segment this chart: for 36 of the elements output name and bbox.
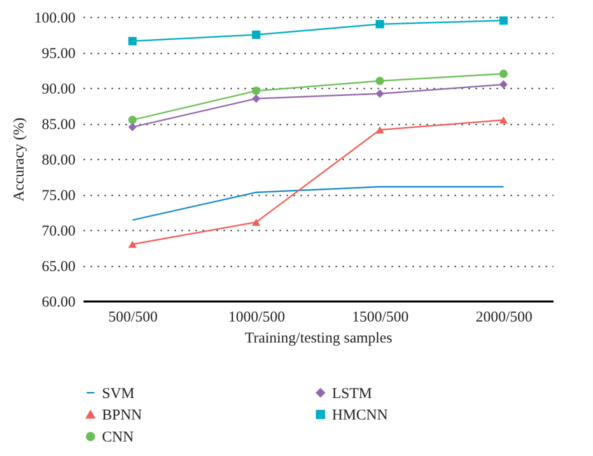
y-tick-label: 90.00 [42, 82, 76, 98]
point [499, 116, 508, 124]
point [128, 240, 137, 248]
y-tick-label: 100.00 [34, 10, 76, 26]
y-tick-label: 75.00 [42, 188, 76, 204]
y-tick-label: 60.00 [42, 294, 76, 310]
point [499, 70, 508, 78]
x-axis-title: Training/testing samples [244, 330, 392, 346]
y-tick-label: 85.00 [42, 117, 76, 133]
point [499, 16, 508, 25]
point [128, 36, 137, 46]
point [252, 94, 260, 103]
y-tick-label: 95.00 [42, 46, 76, 62]
x-tick-label: 1000/500 [228, 310, 285, 326]
point [252, 86, 260, 96]
legend-label: CNN [102, 430, 134, 446]
y-tick-label: 80.00 [42, 152, 76, 168]
legend-label: LSTM [332, 386, 372, 402]
point [376, 76, 384, 86]
y-axis-title: Accuracy (%) [11, 118, 28, 202]
x-tick-label: 500/500 [108, 310, 158, 326]
legend-label: SVM [102, 386, 135, 402]
legend-label: HMCNN [332, 408, 388, 424]
legend-label: BPNN [102, 408, 142, 424]
y-tick-label: 70.00 [42, 224, 76, 240]
point [252, 218, 260, 226]
point [376, 89, 384, 98]
point [499, 80, 508, 89]
y-tick-label: 65.00 [42, 259, 76, 275]
point [128, 122, 137, 132]
x-tick-label: 1500/500 [352, 310, 409, 326]
x-tick-label: 2000/500 [476, 310, 532, 326]
point [128, 116, 137, 124]
point [376, 126, 384, 134]
point [376, 20, 384, 28]
point [252, 30, 260, 39]
